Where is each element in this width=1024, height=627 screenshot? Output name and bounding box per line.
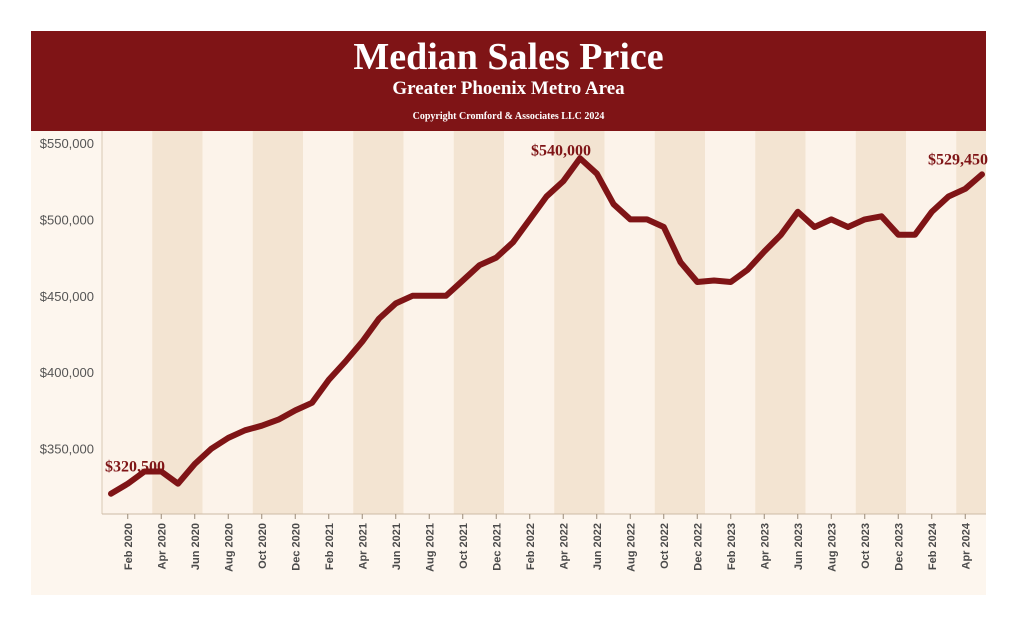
y-tick-label: $500,000 bbox=[40, 212, 94, 227]
data-labels: $320,500 $540,000 $529,450 bbox=[105, 142, 988, 475]
x-tick-label: Apr 2021 bbox=[357, 523, 369, 569]
x-tick-label: Dec 2020 bbox=[290, 523, 302, 571]
y-axis: $350,000 $400,000 $450,000 $500,000 $550,000 bbox=[40, 131, 103, 514]
x-tick-label: Feb 2022 bbox=[525, 523, 537, 570]
column-band bbox=[805, 131, 856, 514]
x-tick-label: Aug 2020 bbox=[223, 523, 235, 572]
column-band bbox=[252, 131, 303, 514]
median-price-line bbox=[108, 155, 985, 497]
column-band bbox=[202, 131, 253, 514]
chart-title: Median Sales Price bbox=[353, 36, 664, 78]
column-band bbox=[403, 131, 454, 514]
x-tick-label: Dec 2022 bbox=[692, 523, 704, 571]
x-tick-label: Oct 2022 bbox=[659, 523, 671, 569]
column-band bbox=[554, 131, 605, 514]
y-tick-label: $350,000 bbox=[40, 442, 94, 457]
column-band bbox=[654, 131, 705, 514]
column-band bbox=[906, 131, 957, 514]
x-tick-label: Oct 2020 bbox=[257, 523, 269, 569]
x-tick-label: Oct 2021 bbox=[458, 523, 470, 569]
column-band bbox=[705, 131, 756, 514]
x-tick-label: Oct 2023 bbox=[860, 523, 872, 569]
y-tick-label: $400,000 bbox=[40, 365, 94, 380]
column-band bbox=[504, 131, 555, 514]
x-tick-label: Feb 2023 bbox=[726, 523, 738, 570]
title-banner: Median Sales Price Greater Phoenix Metro… bbox=[31, 31, 986, 131]
x-tick-label: Apr 2020 bbox=[156, 523, 168, 569]
x-tick-label: Dec 2021 bbox=[491, 523, 503, 571]
x-tick-label: Apr 2022 bbox=[558, 523, 570, 569]
chart-subtitle: Greater Phoenix Metro Area bbox=[392, 78, 625, 99]
data-label: $540,000 bbox=[531, 142, 591, 159]
y-tick-label: $450,000 bbox=[40, 289, 94, 304]
column-band bbox=[604, 131, 655, 514]
x-tick-label: Feb 2020 bbox=[123, 523, 135, 570]
x-tick-label: Apr 2024 bbox=[960, 522, 972, 569]
column-band bbox=[956, 131, 986, 514]
data-label: $529,450 bbox=[928, 151, 988, 168]
y-tick-label: $550,000 bbox=[40, 136, 94, 151]
x-tick-label: Jun 2021 bbox=[391, 523, 403, 570]
column-bands bbox=[102, 131, 986, 514]
x-tick-label: Dec 2023 bbox=[893, 523, 905, 571]
column-band bbox=[755, 131, 806, 514]
data-label: $320,500 bbox=[105, 459, 165, 476]
x-tick-label: Jun 2023 bbox=[793, 523, 805, 570]
x-tick-label: Jun 2022 bbox=[592, 523, 604, 570]
x-tick-label: Aug 2021 bbox=[424, 523, 436, 572]
column-band bbox=[152, 131, 203, 514]
x-tick-label: Jun 2020 bbox=[190, 523, 202, 570]
column-band bbox=[102, 131, 153, 514]
column-band bbox=[303, 131, 354, 514]
x-axis: Feb 2020 Apr 2020 Jun 2020 Aug 2020 Oct 2020… bbox=[102, 513, 986, 572]
x-tick-label: Feb 2024 bbox=[927, 522, 939, 570]
x-tick-label: Feb 2021 bbox=[324, 523, 336, 570]
column-band bbox=[453, 131, 504, 514]
x-tick-label: Aug 2022 bbox=[625, 523, 637, 572]
x-tick-label: Apr 2023 bbox=[759, 523, 771, 569]
x-tick-label: Aug 2023 bbox=[826, 523, 838, 572]
copyright-notice: Copyright Cromford & Associates LLC 2024 bbox=[412, 111, 605, 122]
column-band bbox=[855, 131, 906, 514]
